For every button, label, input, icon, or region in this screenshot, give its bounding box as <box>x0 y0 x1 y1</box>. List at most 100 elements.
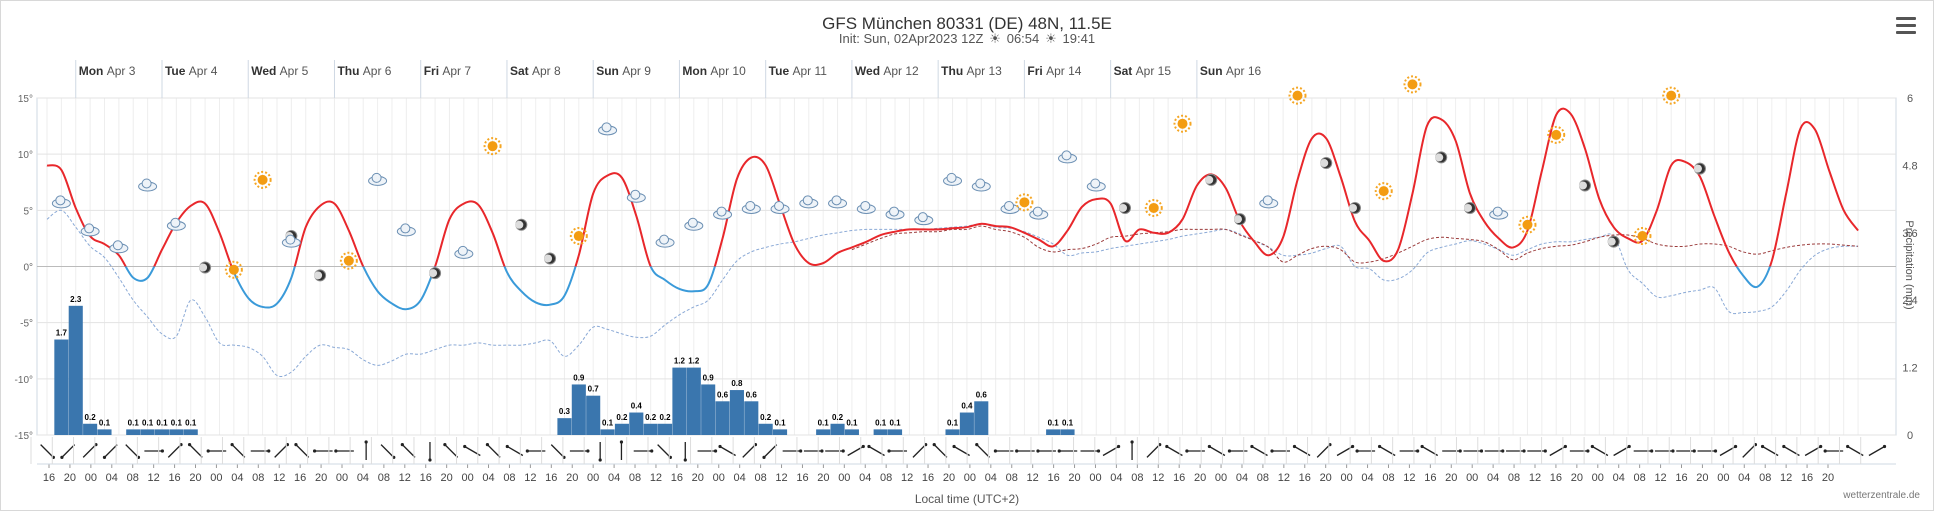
x-tick-label: 20 <box>1571 472 1583 484</box>
day-label: Wed Apr 5 <box>251 64 308 78</box>
sun-icon <box>1662 86 1681 105</box>
cloud-icon <box>1262 195 1273 206</box>
wind-arrow-icon <box>841 449 845 453</box>
day-label: Thu Apr 13 <box>941 64 1002 78</box>
wind-arrow-icon <box>912 444 927 458</box>
x-tick-label: 04 <box>1613 472 1625 484</box>
wind-arrow-icon <box>1416 449 1420 453</box>
precip-bar <box>140 429 155 435</box>
precip-bar <box>701 384 716 435</box>
wind-arrow-icon <box>1316 444 1331 458</box>
sun-icon <box>253 170 272 189</box>
precip-bar <box>614 423 629 435</box>
sun-icon <box>1637 231 1648 242</box>
chart-menu-button[interactable] <box>1896 17 1916 35</box>
precip-label: 0.2 <box>616 413 628 422</box>
precip-bar <box>68 305 83 435</box>
sun-icon <box>569 227 588 246</box>
x-tick-label: 16 <box>1801 472 1813 484</box>
x-tick-label: 20 <box>1445 472 1457 484</box>
y-tick-label: -5° <box>20 319 33 330</box>
x-tick-label: 00 <box>85 472 97 484</box>
y-tick-label: 0° <box>23 263 33 274</box>
x-tick-label: 20 <box>189 472 201 484</box>
day-label: Mon Apr 3 <box>79 64 136 78</box>
wind-arrow-icon <box>364 440 368 444</box>
day-label: Mon Apr 10 <box>682 64 746 78</box>
x-tick-label: 12 <box>524 472 536 484</box>
wind-arrow-icon <box>1377 444 1382 449</box>
y2-tick-label: 4.8 <box>1902 160 1917 172</box>
wind-arrow-icon <box>713 449 718 453</box>
wind-arrow-icon <box>230 443 234 447</box>
cloud-icon <box>860 200 871 211</box>
wind-arrow-icon <box>463 444 467 449</box>
wind-arrow-icon <box>1270 449 1274 453</box>
wind-arrow-icon <box>428 458 432 462</box>
moon-icon <box>429 269 438 278</box>
precip-bar <box>974 401 989 435</box>
x-tick-label: 04 <box>734 472 746 484</box>
precip-label: 0.3 <box>559 407 571 416</box>
x-tick-label: 12 <box>775 472 787 484</box>
wind-arrow-icon <box>1692 449 1696 453</box>
moon-icon <box>1119 203 1128 212</box>
precip-bar <box>758 423 773 435</box>
sun-icon <box>257 174 268 185</box>
moon-icon <box>1578 181 1587 190</box>
sun-icon <box>224 260 243 279</box>
credits-link[interactable]: wetterzentrale.de <box>1843 490 1920 501</box>
x-tick-label: 16 <box>1173 472 1185 484</box>
cloud-icon <box>917 212 928 223</box>
x-tick-label: 08 <box>378 472 390 484</box>
sun-icon <box>1547 125 1566 144</box>
precip-bar <box>1046 429 1061 435</box>
wind-arrow-icon <box>657 444 671 458</box>
x-tick-label: 12 <box>901 472 913 484</box>
x-tick-label: 04 <box>1110 472 1122 484</box>
x-tick-label: 16 <box>1424 472 1436 484</box>
x-tick-label: 00 <box>336 472 348 484</box>
cloud-icon <box>170 217 181 228</box>
wind-arrow-icon <box>231 444 246 458</box>
precip-bar <box>83 423 98 435</box>
x-tick-label: 04 <box>1738 472 1750 484</box>
precip-bar <box>830 423 845 435</box>
wind-arrow-icon <box>40 444 54 458</box>
x-tick-label: 00 <box>461 472 473 484</box>
wind-arrow-icon <box>1165 444 1169 449</box>
cloud-icon <box>975 178 986 189</box>
x-tick-label: 12 <box>1278 472 1290 484</box>
precip-bar <box>154 429 170 435</box>
wind-arrow-icon <box>1479 449 1484 453</box>
cloud-icon <box>946 172 957 183</box>
precip-bar <box>959 412 974 435</box>
precip-label: 0.4 <box>961 402 973 411</box>
wind-arrow-icon <box>102 455 107 459</box>
wind-arrow-icon <box>1882 444 1887 449</box>
moon-icon <box>1205 175 1214 184</box>
precip-bar <box>600 429 615 435</box>
wind-arrow-icon <box>167 444 182 458</box>
cloud-icon <box>371 172 382 183</box>
precip-label: 1.2 <box>674 357 686 366</box>
x-tick-label: 08 <box>1508 472 1520 484</box>
wind-arrow-icon <box>1522 449 1526 453</box>
sun-icon <box>1666 90 1677 101</box>
wind-arrow-icon <box>1627 444 1631 449</box>
wind-arrow-icon <box>762 455 766 459</box>
precip-label: 0.6 <box>976 390 988 399</box>
wind-arrow-icon <box>1146 444 1161 458</box>
wind-arrow-icon <box>1563 444 1567 449</box>
x-tick-label: 16 <box>1550 472 1562 484</box>
moon-icon <box>1693 164 1702 173</box>
sunset-time: 19:41 <box>1062 31 1096 46</box>
precip-label: 2.3 <box>70 295 82 304</box>
x-tick-label: 04 <box>1361 472 1373 484</box>
precip-bar <box>844 429 859 435</box>
y2-tick-label: 0 <box>1907 430 1913 442</box>
precip-bar <box>1060 429 1075 435</box>
x-tick-label: 04 <box>859 472 871 484</box>
precip-label: 0.1 <box>947 418 959 427</box>
cloud-icon <box>84 223 95 234</box>
